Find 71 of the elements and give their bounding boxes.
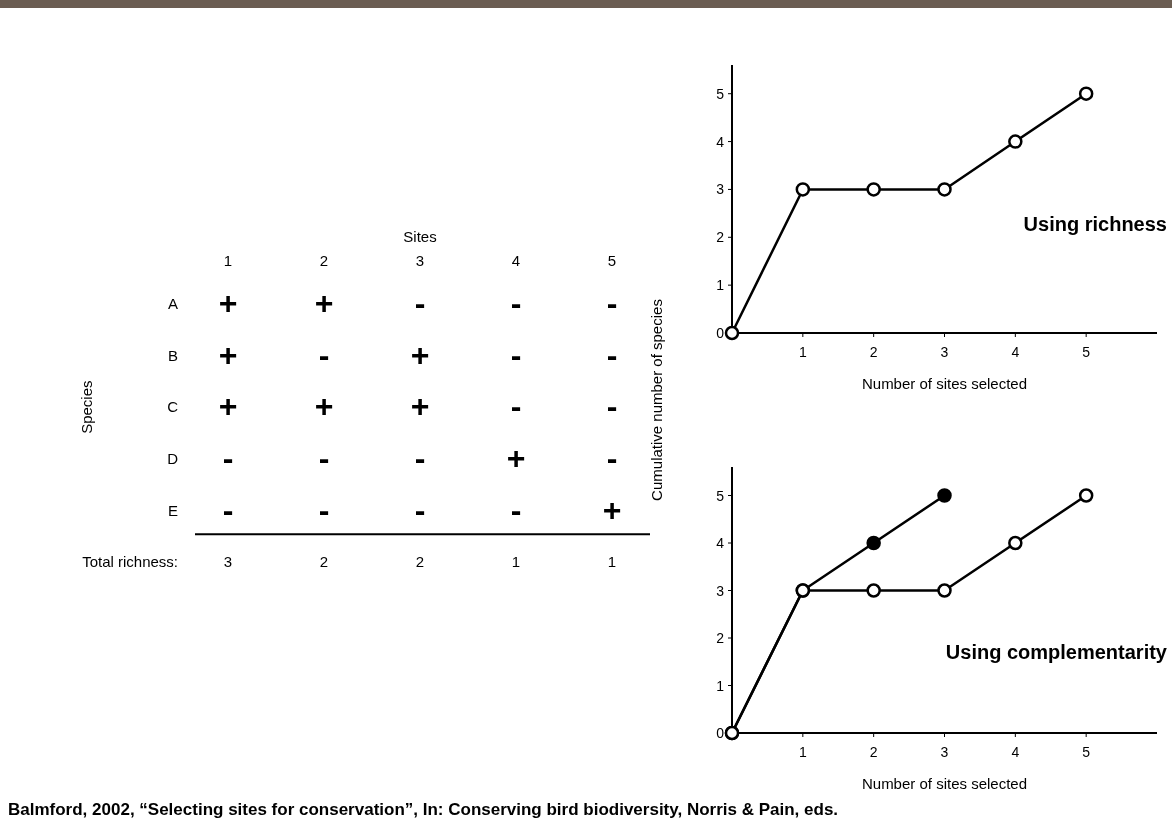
y-tick-label: 0 [716, 725, 725, 741]
text: - [606, 439, 618, 476]
y-tick-label: 5 [716, 487, 725, 504]
x-tick-label: 1 [798, 744, 807, 760]
y-tick-label: 0 [716, 325, 725, 341]
x-tick-label: 4 [1011, 744, 1020, 760]
y-tick-label: 1 [716, 677, 725, 694]
text: - [318, 439, 330, 476]
x-tick-label: 3 [415, 252, 425, 269]
text: - [414, 284, 426, 321]
text: 3 [223, 553, 233, 571]
y-tick-label: 2 [716, 630, 725, 646]
x-tick-label: 1 [223, 252, 233, 269]
text: - [222, 439, 234, 476]
y-tick-label: C [167, 398, 179, 416]
text: - [606, 284, 618, 321]
annotation: Using richness [1023, 213, 1167, 236]
text: - [414, 439, 426, 476]
y-tick-label: 3 [716, 181, 725, 198]
y-tick-label: B [167, 346, 178, 364]
text: + [218, 336, 238, 373]
y-tick-label: 4 [716, 535, 725, 551]
x-tick-label: 3 [940, 744, 949, 760]
text: - [222, 491, 234, 528]
text: - [414, 491, 426, 528]
y-tick-label: 5 [716, 85, 725, 102]
x-tick-label: 3 [940, 344, 949, 360]
x-tick-label: 2 [319, 252, 329, 269]
text: + [602, 491, 622, 528]
text: + [410, 336, 430, 373]
text: - [606, 388, 618, 425]
text: - [510, 491, 522, 528]
text: Balmford, 2002, “Selecting sites for conservation”, In: Conserving bird biodiversity, Norris & Pain, eds. [8, 800, 839, 819]
x-tick-label: 5 [1082, 744, 1091, 760]
y-tick-label: 4 [716, 133, 725, 150]
text: - [510, 336, 522, 373]
annotation: Using complementarity [945, 640, 1168, 663]
x-tick-label: 4 [511, 252, 521, 269]
x-axis-title: Sites [403, 228, 437, 245]
y-tick-label: Total richness: [82, 553, 178, 571]
text: + [506, 439, 526, 476]
text: + [314, 388, 334, 425]
x-axis-title: Number of sites selected [861, 375, 1028, 392]
text: 2 [415, 553, 425, 571]
text: + [218, 284, 238, 321]
text: + [218, 388, 238, 425]
text: - [606, 336, 618, 373]
y-tick-label: 1 [716, 277, 725, 294]
x-tick-label: 2 [869, 344, 878, 360]
text: 2 [319, 553, 329, 571]
y-tick-label: 3 [716, 582, 725, 599]
x-tick-label: 1 [798, 344, 807, 360]
text: - [510, 284, 522, 321]
text: 1 [511, 553, 521, 571]
x-tick-label: 2 [869, 744, 878, 760]
y-tick-label: E [167, 501, 178, 519]
x-tick-label: 5 [1082, 344, 1091, 360]
y-tick-label: A [167, 294, 178, 312]
text: + [410, 388, 430, 425]
y-axis-title: Cumulative number of species [648, 299, 665, 501]
y-tick-label: D [167, 449, 179, 467]
y-axis-title: Species [78, 380, 95, 434]
x-tick-label: 5 [607, 252, 617, 269]
y-tick-label: 2 [716, 229, 725, 246]
text: - [318, 491, 330, 528]
text: 1 [607, 553, 617, 571]
x-axis-title: Number of sites selected [861, 775, 1028, 792]
text: + [314, 284, 334, 321]
x-tick-label: 4 [1011, 344, 1020, 360]
text: - [510, 388, 522, 425]
text: - [318, 336, 330, 373]
